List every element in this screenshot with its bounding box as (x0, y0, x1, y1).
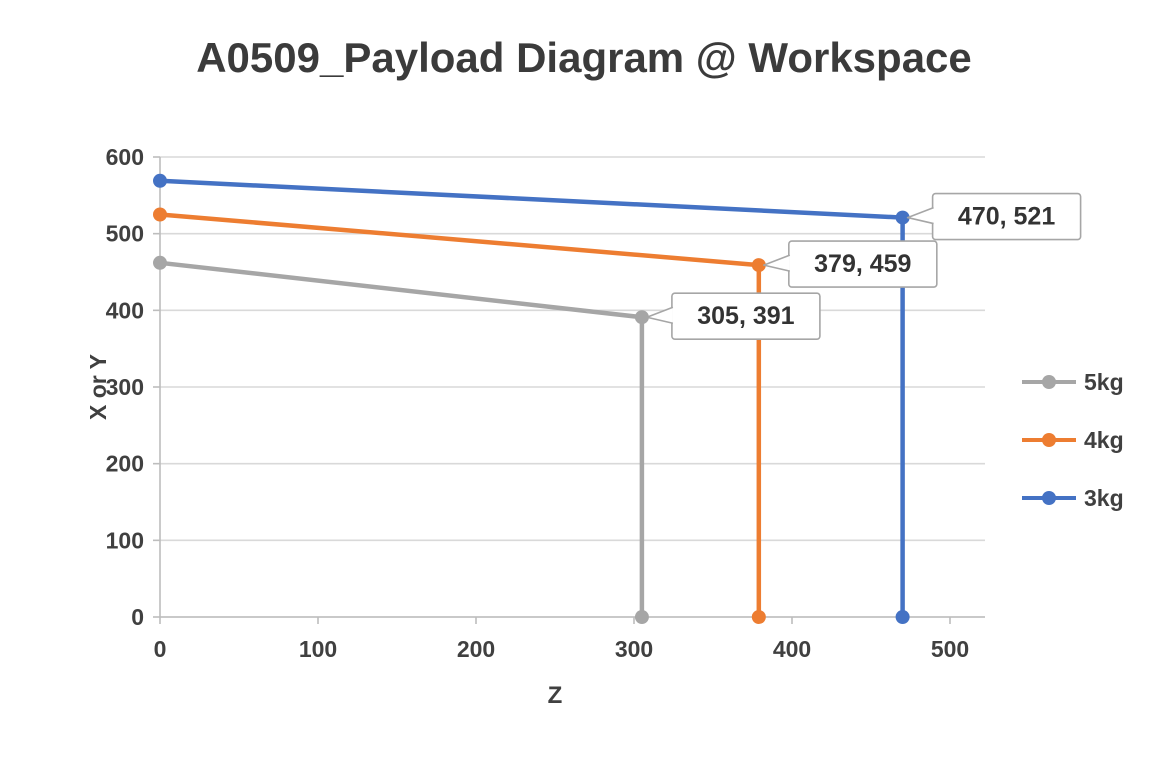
legend-marker-5kg (1042, 375, 1056, 389)
data-label-callout-3kg: 470, 521 (906, 192, 1082, 241)
x-tick-label: 500 (931, 636, 969, 662)
callout-pointer (763, 254, 791, 272)
series-marker-5kg (634, 610, 649, 624)
y-tick-label: 500 (106, 221, 144, 247)
y-axis-title: X or Y (85, 354, 111, 420)
callout-pointer (646, 306, 674, 325)
series-4kg (153, 207, 766, 624)
legend-item-3kg: 3kg (1022, 485, 1124, 511)
legend-item-4kg: 4kg (1022, 427, 1124, 453)
series-line-5kg (157, 260, 645, 620)
x-tick-label: 400 (773, 636, 811, 662)
y-tick-label: 100 (106, 527, 144, 553)
series-3kg (153, 173, 910, 624)
series-marker-4kg (751, 610, 766, 624)
series-marker-4kg (153, 207, 167, 222)
x-tick-label: 300 (615, 636, 653, 662)
data-label-callout-4kg: 379, 459 (763, 240, 938, 288)
y-tick-labels: 0 100 200 300 400 500 600 (106, 144, 144, 630)
x-tick-labels: 0 100 200 300 400 500 (154, 636, 970, 662)
series-marker-5kg (634, 310, 649, 325)
callout-text: 470, 521 (958, 203, 1055, 231)
callout-text: 305, 391 (697, 302, 794, 330)
series-marker-3kg (153, 173, 167, 188)
series-marker-3kg (895, 210, 910, 225)
legend-item-5kg: 5kg (1022, 369, 1124, 395)
y-tick-label: 400 (106, 297, 144, 323)
callout-pointer (906, 206, 934, 225)
callout-text: 379, 459 (814, 250, 911, 278)
x-axis-title: Z (548, 682, 563, 709)
legend-label-4kg: 4kg (1084, 427, 1124, 453)
y-tick-label: 200 (106, 451, 144, 477)
series-marker-3kg (895, 610, 910, 624)
y-tick-label: 0 (131, 604, 144, 630)
axes (153, 156, 985, 624)
x-tick-label: 0 (154, 636, 167, 662)
x-tick-label: 100 (299, 636, 337, 662)
series-5kg (153, 255, 649, 624)
legend-label-5kg: 5kg (1084, 369, 1124, 395)
legend: 5kg 4kg 3kg (1022, 369, 1124, 511)
series-marker-4kg (751, 258, 766, 273)
data-label-callout-5kg: 305, 391 (646, 292, 821, 341)
legend-label-3kg: 3kg (1084, 485, 1124, 511)
legend-marker-4kg (1042, 433, 1056, 447)
y-tick-label: 300 (106, 374, 144, 400)
legend-marker-3kg (1042, 491, 1056, 505)
y-tick-label: 600 (106, 144, 144, 170)
series-marker-5kg (153, 255, 167, 270)
x-tick-label: 200 (457, 636, 495, 662)
chart-title: A0509_Payload Diagram @ Workspace (196, 34, 972, 81)
